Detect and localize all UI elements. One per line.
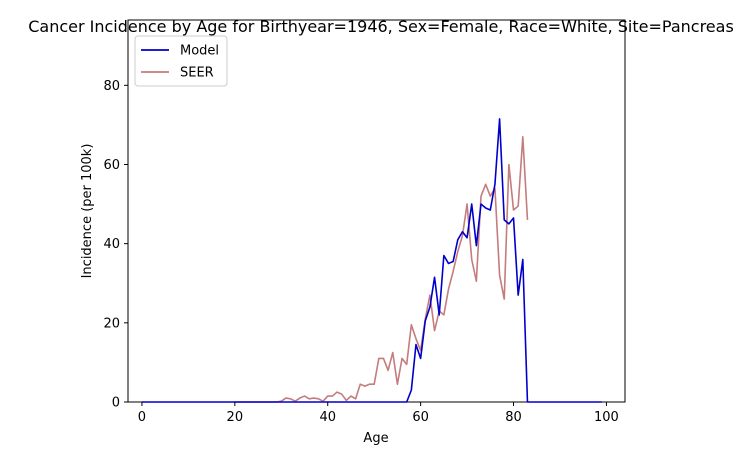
chart-title: Cancer Incidence by Age for Birthyear=19… bbox=[28, 17, 734, 36]
y-tick-label: 60 bbox=[103, 158, 120, 173]
x-tick-label: 20 bbox=[227, 410, 244, 425]
y-tick-label: 20 bbox=[103, 316, 120, 331]
series-line-model bbox=[141, 118, 602, 403]
x-axis-label: Age bbox=[363, 431, 388, 446]
x-tick-label: 100 bbox=[594, 410, 619, 425]
series-layer bbox=[141, 118, 602, 403]
x-tick-label: 0 bbox=[138, 410, 146, 425]
legend-box bbox=[134, 35, 228, 87]
x-axis: 0 20 40 60 80 100 bbox=[138, 402, 619, 425]
y-axis-label: Incidence (per 100k) bbox=[80, 144, 95, 279]
legend-label-seer: SEER bbox=[180, 66, 214, 81]
y-tick-label: 80 bbox=[103, 79, 120, 94]
y-tick-label: 0 bbox=[112, 396, 120, 411]
series-line-seer bbox=[234, 135, 529, 403]
x-tick-label: 60 bbox=[412, 410, 429, 425]
x-tick-label: 80 bbox=[505, 410, 522, 425]
y-axis: 0 20 40 60 80 bbox=[103, 79, 128, 411]
x-tick-label: 40 bbox=[319, 410, 336, 425]
legend: Model SEER bbox=[134, 35, 228, 87]
legend-label-model: Model bbox=[180, 44, 219, 59]
y-tick-label: 40 bbox=[103, 237, 120, 252]
